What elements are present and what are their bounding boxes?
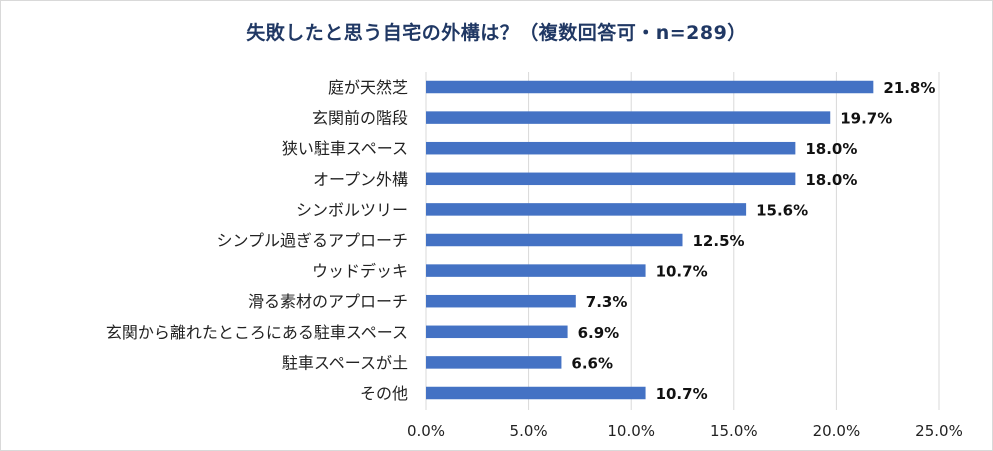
category-label: 庭が天然芝 xyxy=(328,78,408,97)
category-labels: 庭が天然芝玄関前の階段狭い駐車スペースオープン外構シンボルツリーシンプル過ぎるア… xyxy=(106,78,408,403)
category-label: 滑る素材のアプローチ xyxy=(248,292,408,311)
category-label: 玄関前の階段 xyxy=(312,109,408,128)
category-label: 玄関から離れたところにある駐車スペース xyxy=(106,323,408,342)
bar xyxy=(426,264,646,277)
category-label: シンボルツリー xyxy=(296,200,408,219)
x-tick-label: 0.0% xyxy=(407,422,445,440)
value-label: 10.7% xyxy=(656,263,708,281)
value-label: 18.0% xyxy=(805,171,857,189)
x-tick-label: 10.0% xyxy=(607,422,655,440)
x-tick-label: 25.0% xyxy=(915,422,963,440)
category-label: 狭い駐車スペース xyxy=(282,139,408,158)
bars xyxy=(426,80,874,400)
value-label: 21.8% xyxy=(883,79,935,97)
value-label: 19.7% xyxy=(840,110,892,128)
value-label: 15.6% xyxy=(756,201,808,219)
category-label: その他 xyxy=(360,384,408,403)
bar xyxy=(426,172,796,186)
x-tick-label: 5.0% xyxy=(510,422,548,440)
value-label: 6.6% xyxy=(571,354,613,372)
bar xyxy=(426,386,646,400)
bar xyxy=(426,203,747,216)
bar xyxy=(426,325,568,339)
value-label: 12.5% xyxy=(693,232,745,250)
category-label: シンプル過ぎるアプローチ xyxy=(216,231,408,250)
value-label: 10.7% xyxy=(656,385,708,403)
bar xyxy=(426,80,874,94)
bar xyxy=(426,356,562,369)
bar xyxy=(426,233,683,247)
x-tick-labels: 0.0% 5.0% 10.0% 15.0% 20.0% 25.0% xyxy=(407,422,963,440)
bar xyxy=(426,141,796,155)
value-labels: 21.8% 19.7% 18.0% 18.0% 15.6% 12.5% 10.7% 7.3% 6… xyxy=(571,79,935,403)
bar xyxy=(426,294,576,308)
chart-title: 失敗したと思う自宅の外構は？（複数回答可・n=289） xyxy=(246,22,747,44)
category-label: ウッドデッキ xyxy=(312,262,408,281)
bar xyxy=(426,111,831,124)
x-tick-label: 15.0% xyxy=(710,422,758,440)
category-label: オープン外構 xyxy=(313,170,408,189)
value-label: 18.0% xyxy=(805,140,857,158)
value-label: 6.9% xyxy=(578,324,620,342)
category-label: 駐車スペースが土 xyxy=(282,353,408,372)
value-label: 7.3% xyxy=(586,293,628,311)
x-tick-label: 20.0% xyxy=(813,422,861,440)
